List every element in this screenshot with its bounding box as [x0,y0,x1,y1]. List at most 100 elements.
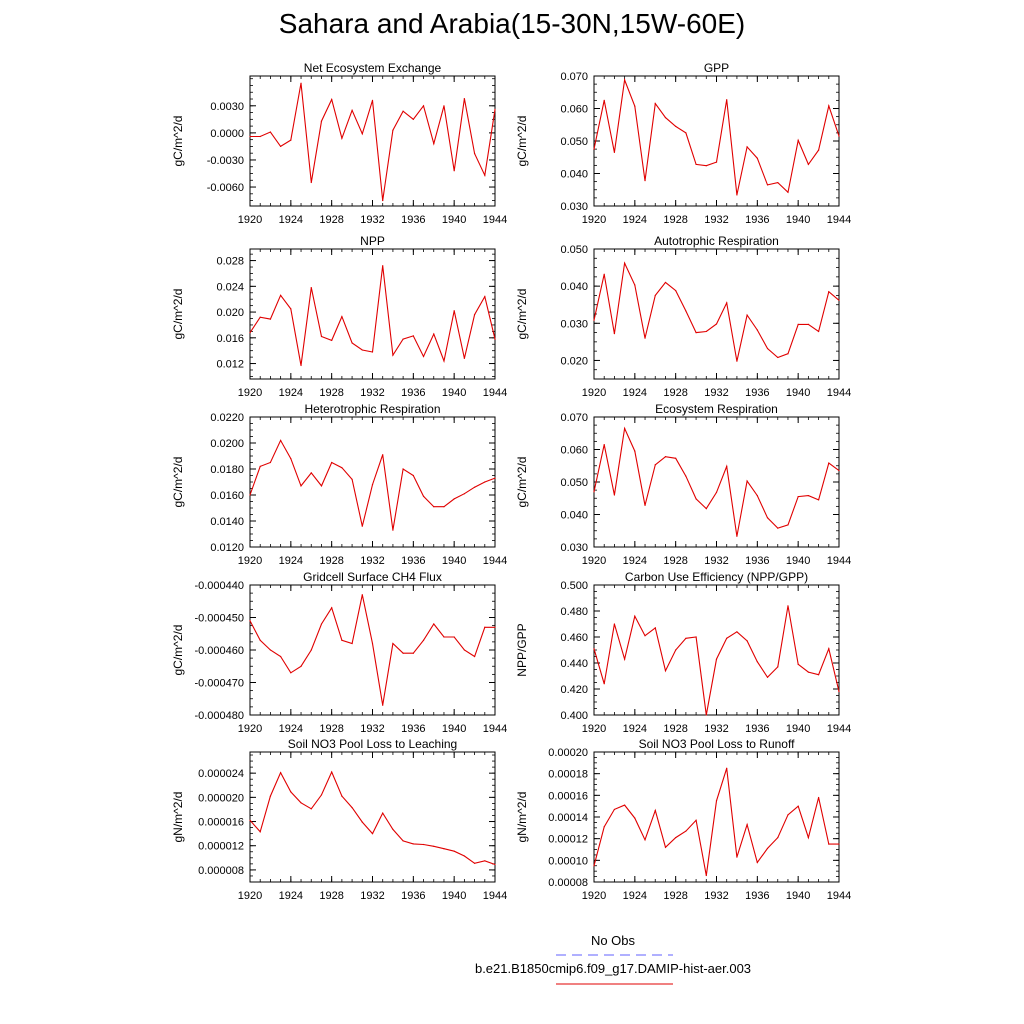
data-point [593,648,595,650]
data-point [817,796,820,799]
data-point [453,498,455,500]
data-point [685,310,687,312]
x-tick-label: 1936 [745,555,769,567]
x-tick-label: 1924 [623,387,647,399]
x-tick-label: 1932 [704,387,728,399]
data-point [412,335,414,337]
x-tick-label: 1940 [442,555,466,567]
panel-title: Soil NO3 Pool Loss to Leaching [288,737,457,751]
x-tick-label: 1936 [745,214,769,226]
data-point [443,848,445,850]
data-point [290,308,292,310]
data-point [382,812,384,814]
x-tick-label: 1940 [786,214,810,226]
x-tick-label: 1944 [483,214,507,226]
data-point [603,444,605,446]
data-point [613,494,616,496]
y-axis-label: gC/m^2/d [171,625,185,676]
x-tick-label: 1936 [745,723,769,735]
x-tick-label: 1932 [704,723,728,735]
data-point [644,635,646,637]
data-point [756,661,758,663]
data-point [341,639,343,641]
data-point [715,323,718,325]
data-point [392,828,394,830]
data-point [494,338,496,340]
data-point [463,493,465,495]
data-point [280,655,282,658]
series-line [593,605,840,716]
data-point [736,856,738,858]
data-point [402,840,404,842]
data-point [807,671,809,673]
data-point [412,652,414,654]
x-tick-label: 1928 [663,723,687,735]
data-point [402,468,404,470]
data-point [280,294,282,296]
legend: No Obs b.e21.B1850cmip6.f09_g17.DAMIP-his… [475,933,751,985]
figure-title: Sahara and Arabia(15-30N,15W-60E) [278,8,746,39]
data-point [259,639,261,641]
x-tick-label: 1944 [827,555,851,567]
x-tick-label: 1920 [238,723,262,735]
data-point [351,642,353,645]
data-point [290,791,292,793]
data-point [320,485,323,487]
data-point [797,496,799,498]
data-point [331,339,333,341]
y-tick-label: 0.000008 [198,865,244,877]
data-point [787,524,789,526]
y-tick-label: 0.050 [560,136,588,148]
data-point [613,623,616,625]
y-axis-label: NPP/GPP [515,623,529,676]
x-tick-label: 1920 [238,555,262,567]
x-tick-label: 1924 [623,723,647,735]
x-tick-label: 1932 [360,555,384,567]
y-tick-label: -0.0030 [207,155,244,167]
data-point [494,626,496,628]
data-point [453,636,455,638]
data-point [443,506,445,508]
data-point [361,594,363,596]
data-point [463,97,465,100]
data-point [664,281,667,284]
data-point [290,458,292,460]
y-tick-label: 0.012 [216,359,244,371]
y-tick-label: 0.440 [560,658,588,670]
x-tick-label: 1940 [442,890,466,902]
data-point [310,181,312,184]
y-tick-label: 0.0200 [210,438,244,450]
x-tick-label: 1936 [401,890,425,902]
data-point [695,331,697,334]
data-point [664,456,667,458]
data-point [705,714,707,716]
data-point [766,847,769,850]
y-tick-label: 0.400 [560,710,588,722]
data-point [249,332,251,334]
data-point [838,470,840,472]
data-point [290,672,292,674]
x-tick-label: 1924 [623,890,647,902]
y-tick-label: 0.060 [560,104,588,116]
y-axis-label: gC/m^2/d [171,289,185,340]
data-point [746,640,748,642]
y-tick-label: 0.040 [560,281,588,293]
y-tick-label: 0.00008 [548,877,588,889]
x-tick-label: 1936 [401,387,425,399]
data-point [726,99,728,101]
y-tick-label: 0.00012 [548,834,588,846]
x-tick-label: 1924 [279,214,303,226]
y-tick-label: 0.00014 [548,812,588,824]
x-tick-label: 1928 [663,555,687,567]
x-tick-label: 1920 [582,387,606,399]
y-tick-label: 0.0180 [210,464,244,476]
data-point [484,174,486,176]
data-point [361,133,363,135]
data-point [341,315,343,318]
data-point [685,132,687,134]
y-tick-label: 0.000012 [198,841,244,853]
data-point [300,485,302,487]
data-point [787,191,789,193]
plot-frame [593,416,840,548]
data-point [484,481,486,483]
